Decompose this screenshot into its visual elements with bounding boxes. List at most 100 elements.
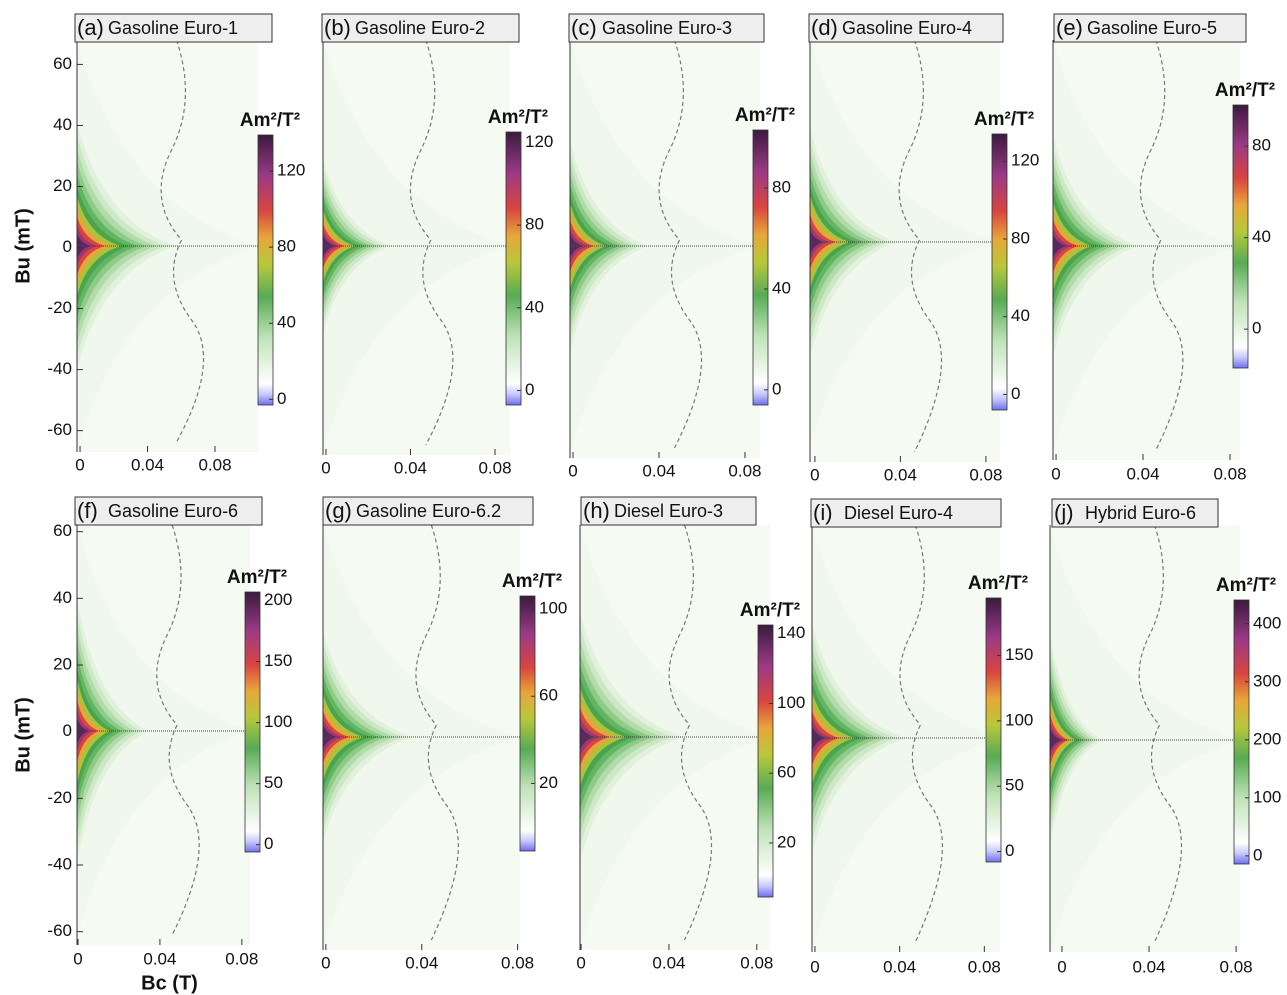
significance-contour: [409, 39, 454, 446]
forc-contour: [323, 40, 510, 452]
y-tick-label: 20: [53, 654, 72, 673]
x-tick-label: 0.04: [884, 465, 917, 484]
x-tick-label: 0.04: [642, 461, 675, 480]
colorbar-tick-label: 0: [1005, 841, 1014, 860]
y-axis-label: Bu (mT): [12, 697, 34, 773]
significance-contour: [156, 524, 200, 936]
x-tick-label: 0: [1051, 464, 1060, 483]
forc-contour: [1053, 40, 1240, 452]
colorbar-tick-label: 0: [1252, 319, 1261, 338]
significance-contour: [1139, 39, 1184, 451]
colorbar-tick-label: 150: [264, 651, 292, 670]
colorbar: [752, 129, 769, 406]
x-tick-label: 0.08: [728, 461, 761, 480]
colorbar: [1232, 104, 1249, 369]
forc-contour: [1050, 727, 1062, 753]
colorbar-tick-label: 100: [539, 599, 567, 618]
colorbar-tick-label: 100: [777, 693, 805, 712]
x-tick-label: 0.04: [883, 957, 916, 976]
x-tick-label: 0.04: [131, 455, 164, 474]
y-tick-label: 60: [53, 54, 72, 73]
colorbar-tick-label: 80: [277, 237, 296, 256]
panel-label: (d): [811, 15, 838, 40]
title-box: [1053, 13, 1247, 43]
panel-title: Gasoline Euro-3: [602, 18, 732, 38]
x-tick-label: 0.08: [225, 949, 258, 968]
colorbar: [991, 133, 1008, 411]
title-box: [321, 13, 520, 43]
colorbar-tick-label: 0: [277, 389, 286, 408]
significance-contour: [668, 524, 713, 941]
x-tick-label: 0: [75, 455, 84, 474]
colorbar-tick-label: 80: [525, 215, 544, 234]
y-tick-label: 0: [63, 237, 72, 256]
colorbar-tick-label: 0: [1253, 845, 1262, 864]
colorbar: [519, 595, 536, 852]
colorbar-tick-label: 50: [264, 773, 283, 792]
forc-contour: [580, 723, 595, 751]
colorbar-label: Am²/T²: [502, 571, 562, 592]
x-tick-label: 0.04: [1126, 464, 1159, 483]
panel-title: Gasoline Euro-5: [1087, 18, 1217, 38]
x-tick-label: 0.08: [968, 957, 1001, 976]
significance-contour: [898, 39, 943, 453]
colorbar-label: Am²/T²: [1215, 80, 1275, 101]
x-tick-label: 0: [321, 458, 330, 477]
significance-contour: [1138, 524, 1183, 943]
panel-label: (e): [1056, 15, 1083, 40]
x-tick-label: 0.08: [1220, 957, 1253, 976]
colorbar-tick-label: 150: [1005, 645, 1033, 664]
title-box: [580, 496, 757, 526]
title-box: [74, 496, 263, 526]
y-tick-label: 40: [53, 115, 72, 134]
panel-title: Gasoline Euro-4: [842, 18, 972, 38]
colorbar-tick-label: 80: [1252, 136, 1271, 155]
title-box: [568, 13, 765, 43]
title-box: [1051, 498, 1219, 528]
y-tick-label: -20: [47, 298, 72, 317]
colorbar-tick-label: 60: [539, 686, 558, 705]
y-tick-label: -60: [47, 921, 72, 940]
colorbar-tick-label: 100: [1253, 787, 1281, 806]
colorbar-tick-label: 120: [277, 161, 305, 180]
significance-contour: [160, 39, 205, 443]
panel-label: (g): [325, 498, 352, 523]
x-tick-label: 0: [321, 953, 330, 972]
panel-title: Gasoline Euro-6: [108, 501, 238, 521]
x-tick-label: 0.04: [394, 458, 427, 477]
y-tick-label: 60: [53, 521, 72, 540]
panel-title: Gasoline Euro-1: [108, 18, 238, 38]
x-tick-label: 0: [73, 949, 82, 968]
panel-label: (i): [813, 500, 833, 525]
colorbar-tick-label: 80: [772, 178, 791, 197]
panel-title: Gasoline Euro-2: [355, 18, 485, 38]
colorbar-tick-label: 120: [525, 132, 553, 151]
colorbar-tick-label: 20: [777, 832, 796, 851]
significance-contour: [658, 39, 703, 449]
x-tick-label: 0: [576, 953, 585, 972]
colorbar: [1233, 599, 1250, 865]
y-tick-label: -60: [47, 420, 72, 439]
x-tick-label: 0.08: [501, 953, 534, 972]
colorbar-tick-label: 400: [1253, 613, 1281, 632]
forc-contour: [812, 725, 827, 751]
title-box: [810, 498, 1002, 528]
colorbar-tick-label: 40: [1011, 306, 1030, 325]
panel-label: (a): [77, 15, 104, 40]
colorbar: [985, 597, 1002, 863]
x-tick-label: 0: [568, 461, 577, 480]
colorbar-tick-label: 60: [777, 763, 796, 782]
panel-label: (j): [1054, 500, 1074, 525]
y-tick-label: -20: [47, 788, 72, 807]
colorbar-tick-label: 80: [1011, 228, 1030, 247]
colorbar-tick-label: 40: [277, 313, 296, 332]
panel-label: (c): [571, 15, 597, 40]
x-tick-label: 0.08: [478, 458, 511, 477]
x-tick-label: 0.04: [1132, 957, 1165, 976]
colorbar-label: Am²/T²: [240, 110, 300, 131]
colorbar-tick-label: 0: [772, 379, 781, 398]
colorbar-tick-label: 100: [264, 712, 292, 731]
colorbar: [257, 134, 274, 406]
colorbar: [757, 624, 774, 898]
colorbar-label: Am²/T²: [735, 105, 795, 126]
